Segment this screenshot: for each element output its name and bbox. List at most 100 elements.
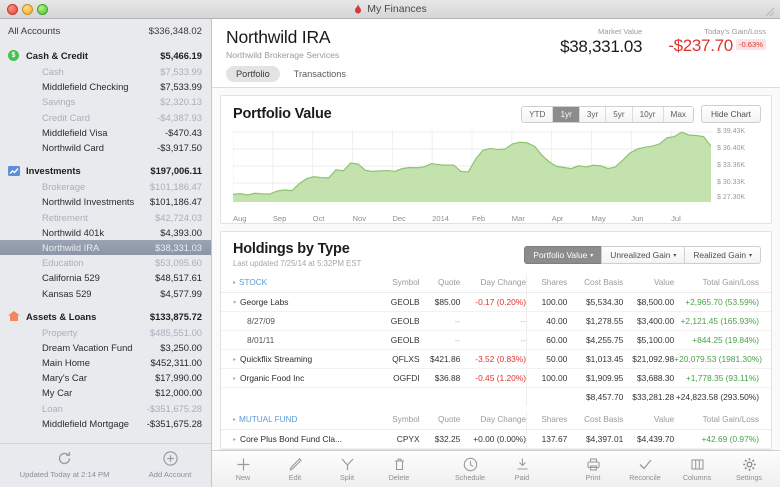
sidebar-item-middlefield-visa[interactable]: Middlefield Visa -$470.43 [42, 126, 202, 138]
col-value[interactable]: Value [623, 412, 675, 430]
unrealized-gain-menu-button[interactable]: Unrealized Gain ▾ [601, 245, 685, 264]
col-shares[interactable]: Shares [526, 412, 568, 430]
table-row[interactable]: 8/01/11 GEOLB -- -- 60.00 $4,255.75 $5,1… [221, 330, 771, 350]
range-5yr[interactable]: 5yr [606, 106, 633, 122]
maximize-button[interactable] [37, 3, 48, 15]
sidebar-group-cash-credit[interactable]: $ Cash & Credit $5,466.19 [0, 47, 211, 64]
chevron-right-icon[interactable]: ▸ [233, 357, 237, 363]
sidebar-item-northwild-investments[interactable]: Northwild Investments $101,186.47 [42, 196, 202, 208]
table-row[interactable]: ▾ George Labs GEOLB $85.00 -0.17 (0.20%) … [221, 292, 771, 312]
columns-button[interactable]: Columns [680, 456, 714, 482]
chevron-right-icon[interactable]: ▸ [233, 376, 237, 382]
sidebar-item-northwild-ira[interactable]: Northwild IRA $38,331.03 [0, 239, 211, 256]
col-symbol[interactable]: Symbol [373, 275, 420, 293]
range-ytd[interactable]: YTD [522, 106, 554, 122]
x-tick-0: Aug [233, 214, 247, 223]
col-value[interactable]: Value [623, 275, 675, 293]
col-cost-basis[interactable]: Cost Basis [567, 275, 624, 293]
paid-button[interactable]: Paid [505, 456, 539, 482]
chart-plot-area[interactable] [233, 130, 711, 202]
sidebar-item-california-529[interactable]: California 529 $48,517.61 [42, 272, 202, 284]
col-total-gain-loss[interactable]: Total Gain/Loss [674, 412, 771, 430]
col-quote[interactable]: Quote [419, 275, 461, 293]
x-tick-9: May [591, 214, 606, 223]
sidebar-item-marys-car[interactable]: Mary's Car $17,990.00 [42, 372, 202, 384]
sidebar-item-my-car[interactable]: My Car $12,000.00 [42, 387, 202, 399]
col-day-change[interactable]: Day Change [460, 275, 527, 293]
col-total-gain-loss[interactable]: Total Gain/Loss [674, 275, 771, 293]
split-button[interactable]: Split [330, 456, 364, 482]
sidebar-group-investments[interactable]: Investments $197,006.11 [0, 162, 211, 179]
add-account-button[interactable]: Add Account [149, 450, 191, 479]
sidebar-item-northwild-card[interactable]: Northwild Card -$3,917.50 [42, 142, 202, 154]
sidebar-item-middlefield-checking[interactable]: Middlefield Checking $7,533.99 [42, 81, 202, 93]
holding-cost-basis: $4,255.75 [567, 330, 624, 350]
col-quote[interactable]: Quote [419, 412, 461, 430]
print-button[interactable]: Print [576, 456, 610, 482]
sidebar-item-middlefield-mortgage[interactable]: Middlefield Mortgage -$351,675.28 [42, 417, 202, 429]
holding-total-gain: +1,778.35 (93.11%) [674, 368, 771, 388]
holdings-table-mutual-fund: ▸ MUTUAL FUND Symbol Quote Day Change Sha… [221, 412, 771, 449]
chart-y-axis: $ 39.43K $ 36.40K $ 33.36K $ 30.33K $ 27… [711, 128, 759, 202]
content-scroll[interactable]: Portfolio Value YTD 1yr 3yr 5yr 10yr Max… [212, 88, 780, 450]
col-day-change[interactable]: Day Change [460, 412, 527, 430]
sidebar-subhead-credit-card[interactable]: Credit Card -$4,387.93 [42, 111, 202, 123]
sidebar-subhead-property[interactable]: Property $485,551.00 [42, 326, 202, 338]
chevron-down-icon: ▾ [673, 252, 677, 259]
settings-button[interactable]: Settings [732, 456, 766, 482]
sidebar-subhead-loan[interactable]: Loan -$351,675.28 [42, 402, 202, 414]
chevron-down-icon[interactable]: ▾ [233, 300, 237, 306]
sidebar-subhead-savings[interactable]: Savings $2,320.13 [42, 96, 202, 108]
minimize-button[interactable] [22, 3, 33, 15]
hide-chart-button[interactable]: Hide Chart [700, 105, 761, 123]
realized-gain-menu-button[interactable]: Realized Gain ▾ [684, 245, 761, 264]
holdings-view-selector[interactable]: Portfolio Value ▾ Unrealized Gain ▾ Realiz… [524, 245, 761, 264]
col-cost-basis[interactable]: Cost Basis [567, 412, 624, 430]
table-row[interactable]: ▸ Core Plus Bond Fund Cla... CPYX $32.25 … [221, 429, 771, 449]
sidebar-item-kansas-529[interactable]: Kansas 529 $4,577.99 [42, 287, 202, 299]
table-header-row: ▸ MUTUAL FUND Symbol Quote Day Change Sha… [221, 412, 771, 430]
sidebar-subhead-retirement[interactable]: Retirement $42,724.03 [42, 211, 202, 223]
section-name: MUTUAL FUND [239, 415, 298, 424]
holding-day-change: -- [460, 311, 527, 331]
col-symbol[interactable]: Symbol [373, 412, 420, 430]
table-row[interactable]: ▸ Organic Food Inc OGFDI $36.88 -0.45 (1.… [221, 368, 771, 388]
sidebar-item-all-accounts[interactable]: All Accounts $336,348.02 [0, 23, 211, 40]
sidebar-subhead-cash[interactable]: Cash $7,533.99 [42, 66, 202, 78]
refresh-button[interactable]: Updated Today at 2:14 PM [20, 451, 109, 479]
holding-symbol: QFLXS [373, 349, 420, 369]
section-header-stock[interactable]: ▸ STOCK [221, 275, 374, 293]
sidebar-item-main-home[interactable]: Main Home $452,311.00 [42, 357, 202, 369]
pencil-icon [288, 456, 303, 472]
table-row[interactable]: ▸ Quickflix Streaming QFLXS $421.86 -3.52… [221, 349, 771, 369]
sidebar-subhead-brokerage[interactable]: Brokerage $101,186.47 [42, 181, 202, 193]
portfolio-value-menu-button[interactable]: Portfolio Value ▾ [524, 245, 602, 264]
sidebar-item-dream-vacation-fund[interactable]: Dream Vacation Fund $3,250.00 [42, 341, 202, 353]
sidebar-item-northwild-401k[interactable]: Northwild 401k $4,393.00 [42, 226, 202, 238]
tab-transactions[interactable]: Transactions [293, 69, 346, 79]
close-button[interactable] [7, 3, 18, 15]
chevron-right-icon[interactable]: ▸ [233, 437, 237, 443]
delete-button[interactable]: Delete [382, 456, 416, 482]
schedule-button[interactable]: Schedule [453, 456, 487, 482]
gain-amount: -$237.70 [668, 36, 733, 55]
col-shares[interactable]: Shares [526, 275, 568, 293]
portfolio-value-header: Portfolio Value YTD 1yr 3yr 5yr 10yr Max… [221, 96, 771, 130]
range-max[interactable]: Max [663, 106, 693, 122]
section-header-mutual-fund[interactable]: ▸ MUTUAL FUND [221, 412, 374, 430]
sidebar-group-assets-loans[interactable]: Assets & Loans $133,875.72 [0, 308, 211, 325]
range-10yr[interactable]: 10yr [632, 106, 664, 122]
range-3yr[interactable]: 3yr [579, 106, 607, 122]
resize-grip-icon[interactable] [765, 4, 775, 17]
sidebar-subhead-education[interactable]: Education $53,095.60 [42, 257, 202, 269]
tab-portfolio[interactable]: Portfolio [226, 66, 280, 82]
reconcile-button[interactable]: Reconcile [628, 456, 662, 482]
new-button[interactable]: New [226, 456, 260, 482]
sidebar-account-list[interactable]: All Accounts $336,348.02 $ Cash & Credit… [0, 19, 211, 443]
range-selector[interactable]: YTD 1yr 3yr 5yr 10yr Max [521, 105, 694, 123]
table-row[interactable]: 8/27/09 GEOLB -- -- 40.00 $1,278.55 $3,4… [221, 311, 771, 331]
gear-icon [742, 456, 757, 472]
holding-day-change: -- [460, 330, 527, 350]
range-1yr[interactable]: 1yr [553, 106, 580, 122]
edit-button[interactable]: Edit [278, 456, 312, 482]
